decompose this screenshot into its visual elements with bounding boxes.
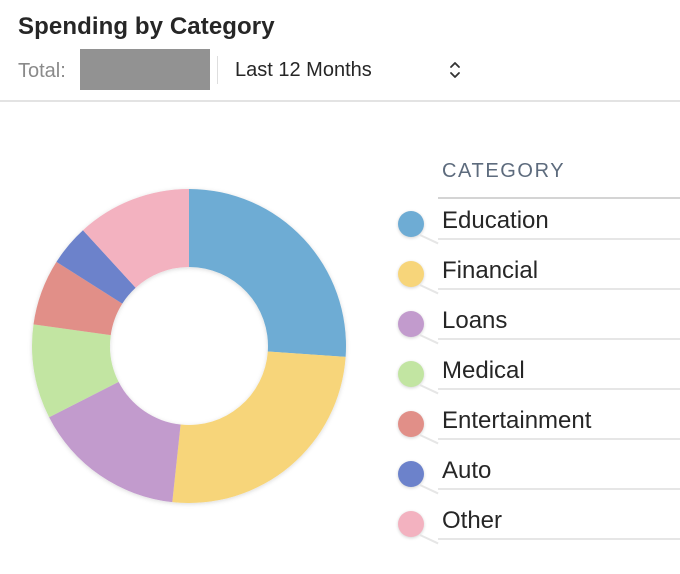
legend-label: Auto bbox=[442, 457, 492, 484]
slice-medical[interactable] bbox=[32, 324, 119, 418]
total-label: Total: bbox=[18, 60, 66, 82]
legend-item-financial[interactable]: Financial bbox=[390, 248, 680, 298]
row-divider bbox=[438, 538, 680, 540]
legend-label: Medical bbox=[442, 357, 525, 384]
color-swatch-icon bbox=[398, 311, 424, 337]
leader-line bbox=[419, 534, 439, 545]
legend-item-medical[interactable]: Medical bbox=[390, 348, 680, 398]
slice-loans[interactable] bbox=[49, 381, 181, 503]
leader-line bbox=[419, 234, 439, 245]
color-swatch-icon bbox=[398, 361, 424, 387]
leader-line bbox=[419, 484, 439, 495]
page-title: Spending by Category bbox=[18, 13, 275, 40]
period-selector[interactable]: Last 12 Months bbox=[230, 52, 470, 88]
slice-auto[interactable] bbox=[56, 230, 136, 304]
color-swatch-icon bbox=[398, 461, 424, 487]
legend-item-education[interactable]: Education bbox=[390, 198, 680, 248]
row-divider bbox=[438, 288, 680, 290]
up-down-chevron-icon bbox=[450, 62, 460, 78]
row-divider bbox=[438, 438, 680, 440]
legend-item-other[interactable]: Other bbox=[390, 498, 680, 548]
color-swatch-icon bbox=[398, 411, 424, 437]
legend-item-auto[interactable]: Auto bbox=[390, 448, 680, 498]
color-swatch-icon bbox=[398, 511, 424, 537]
divider bbox=[217, 56, 218, 84]
slice-financial[interactable] bbox=[172, 351, 346, 504]
color-swatch-icon bbox=[398, 211, 424, 237]
legend-item-loans[interactable]: Loans bbox=[390, 298, 680, 348]
legend-label: Education bbox=[442, 207, 549, 234]
legend-label: Loans bbox=[442, 307, 508, 334]
legend-label: Other bbox=[442, 507, 503, 534]
slice-other[interactable] bbox=[82, 189, 189, 288]
period-selector-value: Last 12 Months bbox=[235, 59, 372, 81]
slice-education[interactable] bbox=[189, 189, 346, 357]
row-divider bbox=[438, 338, 680, 340]
row-divider bbox=[438, 388, 680, 390]
legend-label: Entertainment bbox=[442, 407, 592, 434]
legend-divider bbox=[438, 197, 680, 199]
total-value-redacted bbox=[80, 49, 210, 90]
legend-heading: CATEGORY bbox=[442, 160, 566, 182]
donut-chart-svg bbox=[32, 189, 346, 504]
legend-item-entertainment[interactable]: Entertainment bbox=[390, 398, 680, 448]
leader-line bbox=[419, 384, 439, 395]
legend-label: Financial bbox=[442, 257, 539, 284]
slice-entertainment[interactable] bbox=[33, 261, 123, 336]
leader-line bbox=[419, 284, 439, 295]
header: Spending by Category Total: Last 12 Mont… bbox=[0, 0, 680, 102]
leader-line bbox=[419, 434, 439, 445]
donut-chart bbox=[0, 180, 380, 520]
row-divider bbox=[438, 238, 680, 240]
color-swatch-icon bbox=[398, 261, 424, 287]
leader-line bbox=[419, 334, 439, 345]
row-divider bbox=[438, 488, 680, 490]
